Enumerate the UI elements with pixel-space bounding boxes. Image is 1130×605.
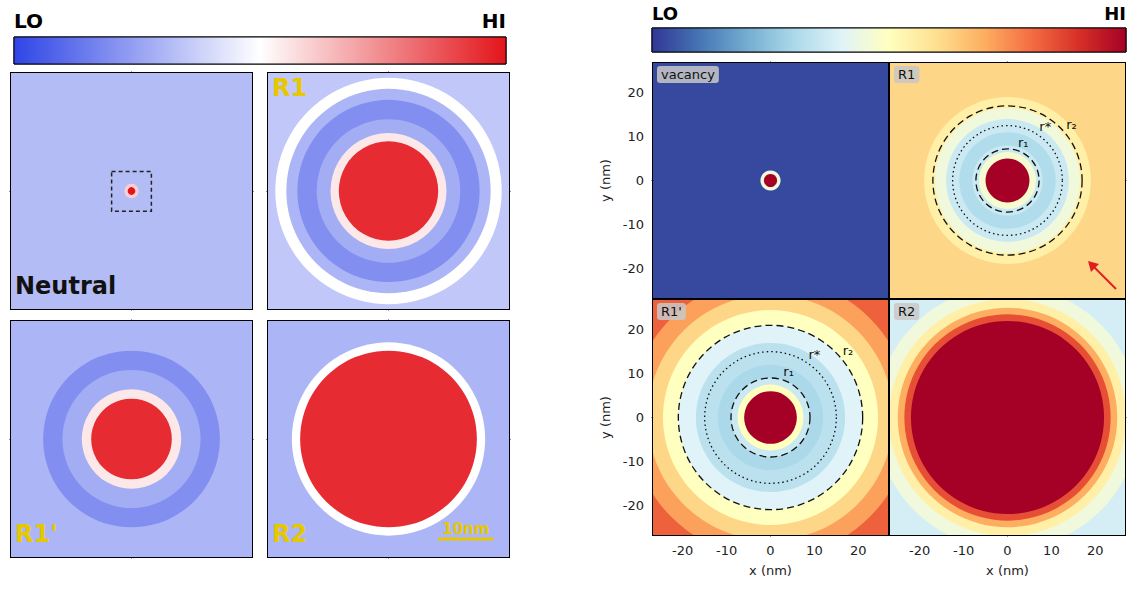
svg-text:vacancy: vacancy	[661, 67, 715, 82]
svg-text:20: 20	[627, 85, 644, 100]
svg-text:-10: -10	[716, 543, 737, 558]
svg-text:R2: R2	[272, 520, 307, 548]
svg-text:Neutral: Neutral	[15, 272, 116, 300]
svg-text:0: 0	[766, 543, 774, 558]
svg-text:y (nm): y (nm)	[598, 396, 613, 439]
svg-text:r₁: r₁	[1018, 135, 1029, 150]
svg-text:r₂: r₂	[1066, 117, 1077, 132]
svg-text:-10: -10	[623, 454, 644, 469]
svg-text:x (nm): x (nm)	[986, 563, 1029, 578]
svg-text:10: 10	[627, 129, 644, 144]
svg-text:HI: HI	[1104, 3, 1126, 24]
svg-text:R2: R2	[898, 304, 915, 319]
svg-text:y (nm): y (nm)	[598, 159, 613, 202]
svg-text:-10: -10	[953, 543, 974, 558]
svg-text:R1: R1	[898, 67, 915, 82]
svg-text:20: 20	[1087, 543, 1104, 558]
svg-text:0: 0	[636, 410, 644, 425]
svg-text:R1': R1'	[661, 304, 682, 319]
svg-text:0: 0	[636, 173, 644, 188]
svg-text:HI: HI	[482, 9, 506, 33]
svg-text:LO: LO	[14, 9, 43, 33]
svg-text:10: 10	[806, 543, 823, 558]
svg-text:-20: -20	[909, 543, 930, 558]
svg-text:-20: -20	[623, 498, 644, 513]
svg-text:LO: LO	[652, 3, 678, 24]
svg-text:-20: -20	[623, 261, 644, 276]
svg-text:10: 10	[627, 366, 644, 381]
svg-text:20: 20	[850, 543, 867, 558]
svg-text:-10: -10	[623, 217, 644, 232]
svg-text:r*: r*	[808, 347, 820, 362]
svg-text:10nm: 10nm	[442, 520, 489, 538]
svg-text:0: 0	[1003, 543, 1011, 558]
svg-text:10: 10	[1043, 543, 1060, 558]
svg-text:R1: R1	[272, 74, 307, 102]
svg-text:x (nm): x (nm)	[749, 563, 792, 578]
svg-text:-20: -20	[672, 543, 693, 558]
svg-text:r₂: r₂	[843, 343, 854, 358]
svg-text:r₁: r₁	[783, 364, 794, 379]
svg-text:20: 20	[627, 322, 644, 337]
svg-text:R1': R1'	[15, 520, 58, 548]
svg-text:r*: r*	[1039, 119, 1051, 134]
